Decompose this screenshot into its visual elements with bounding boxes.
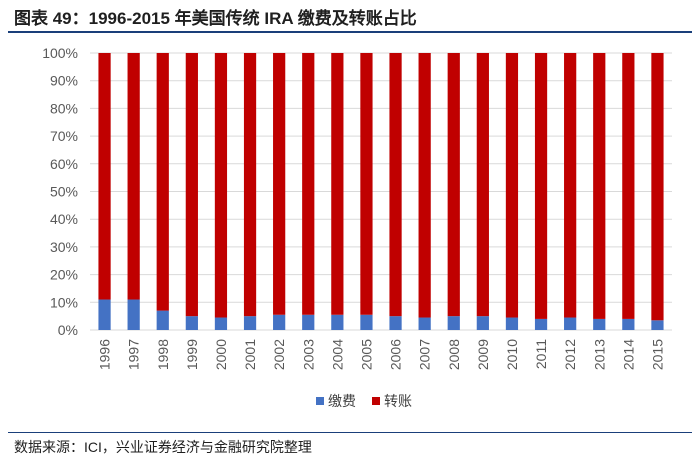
bar-segment-contribution <box>389 316 402 330</box>
bar-segment-contribution <box>156 310 169 330</box>
footer-divider <box>8 432 692 433</box>
x-tick-label: 2011 <box>533 339 549 369</box>
bar-segment-contribution <box>243 316 257 330</box>
x-tick-label: 2000 <box>213 339 229 370</box>
bar-segment-contribution <box>273 314 286 330</box>
bar-segment-contribution <box>360 314 373 330</box>
bars <box>98 53 664 330</box>
legend-label-contribution: 缴费 <box>328 393 356 409</box>
gridlines <box>90 52 672 331</box>
bar-segment-rollover <box>447 53 460 317</box>
bar-segment-contribution <box>564 317 577 330</box>
bar-segment-contribution <box>98 299 111 330</box>
y-tick-label: 100% <box>42 45 78 61</box>
x-tick-label: 2010 <box>504 339 520 370</box>
x-tick-label: 2003 <box>300 339 316 370</box>
x-tick-label: 2001 <box>242 339 258 370</box>
y-tick-label: 0% <box>58 322 78 338</box>
x-tick-label: 2012 <box>562 339 578 370</box>
bar-segment-rollover <box>418 53 431 318</box>
x-tick-label: 2014 <box>620 339 636 370</box>
chart-title: 图表 49：1996-2015 年美国传统 IRA 缴费及转账占比 <box>14 9 417 28</box>
bar-segment-rollover <box>622 53 635 319</box>
bar-segment-contribution <box>447 316 460 330</box>
bar-segment-contribution <box>651 320 664 330</box>
title-divider <box>8 31 692 33</box>
bar-segment-contribution <box>302 314 315 330</box>
x-tick-label: 1999 <box>184 339 200 370</box>
y-tick-label: 60% <box>50 156 78 172</box>
bar-segment-rollover <box>185 53 198 317</box>
y-tick-label: 20% <box>50 267 78 283</box>
bar-segment-rollover <box>331 53 344 315</box>
x-tick-label: 2015 <box>649 339 665 370</box>
stacked-bar-chart: 0%10%20%30%40%50%60%70%80%90%100% 1996 19… <box>42 45 672 409</box>
bar-segment-rollover <box>127 53 140 300</box>
x-tick-label: 2005 <box>358 339 374 370</box>
x-tick-label: 2007 <box>417 339 433 370</box>
legend: 缴费 转账 <box>316 393 412 409</box>
bar-segment-contribution <box>593 318 606 330</box>
bar-segment-rollover <box>156 53 169 311</box>
bar-segment-rollover <box>243 53 257 317</box>
bar-segment-contribution <box>418 317 431 330</box>
bar-segment-contribution <box>214 317 228 330</box>
x-tick-label: 2002 <box>271 339 287 370</box>
x-tick-label: 1998 <box>155 339 171 370</box>
x-tick-label: 2008 <box>446 339 462 370</box>
bar-segment-rollover <box>389 53 402 317</box>
bar-segment-contribution <box>476 316 489 330</box>
bar-segment-rollover <box>564 53 577 318</box>
x-tick-label: 1997 <box>126 339 142 370</box>
bar-segment-contribution <box>505 317 519 330</box>
bar-segment-contribution <box>331 314 344 330</box>
bar-segment-rollover <box>214 53 228 318</box>
bar-segment-rollover <box>302 53 315 315</box>
x-tick-label: 2009 <box>475 339 491 370</box>
bar-segment-contribution <box>534 318 548 330</box>
x-axis-ticks: 1996 1997 1998 1999 2000 2001 2002 2003 2004 2005… <box>97 339 666 370</box>
bar-segment-contribution <box>622 318 635 330</box>
x-tick-label: 1996 <box>97 339 113 370</box>
bar-segment-rollover <box>476 53 489 317</box>
bar-segment-rollover <box>534 53 548 319</box>
y-tick-label: 10% <box>50 294 78 310</box>
bar-segment-rollover <box>98 53 111 300</box>
bar-segment-rollover <box>273 53 286 315</box>
legend-swatch-rollover <box>372 397 380 405</box>
y-tick-label: 50% <box>50 184 78 200</box>
bar-segment-rollover <box>360 53 373 315</box>
x-tick-label: 2013 <box>591 339 607 370</box>
y-tick-label: 40% <box>50 211 78 227</box>
x-tick-label: 2004 <box>329 339 345 370</box>
y-axis-ticks: 0% 10% 20% 30% 40% 50% 60% 70% 80% 90% 100% <box>42 45 78 338</box>
bar-segment-contribution <box>185 316 198 330</box>
source-note: 数据来源：ICI，兴业证券经济与金融研究院整理 <box>14 439 312 455</box>
y-tick-label: 30% <box>50 239 78 255</box>
y-tick-label: 70% <box>50 128 78 144</box>
y-tick-label: 80% <box>50 100 78 116</box>
bar-segment-rollover <box>593 53 606 319</box>
y-tick-label: 90% <box>50 73 78 89</box>
bar-segment-rollover <box>505 53 519 318</box>
x-tick-label: 2006 <box>388 339 404 370</box>
bar-segment-rollover <box>651 53 664 321</box>
legend-swatch-contribution <box>316 397 324 405</box>
legend-label-rollover: 转账 <box>384 393 412 409</box>
bar-segment-contribution <box>127 299 140 330</box>
